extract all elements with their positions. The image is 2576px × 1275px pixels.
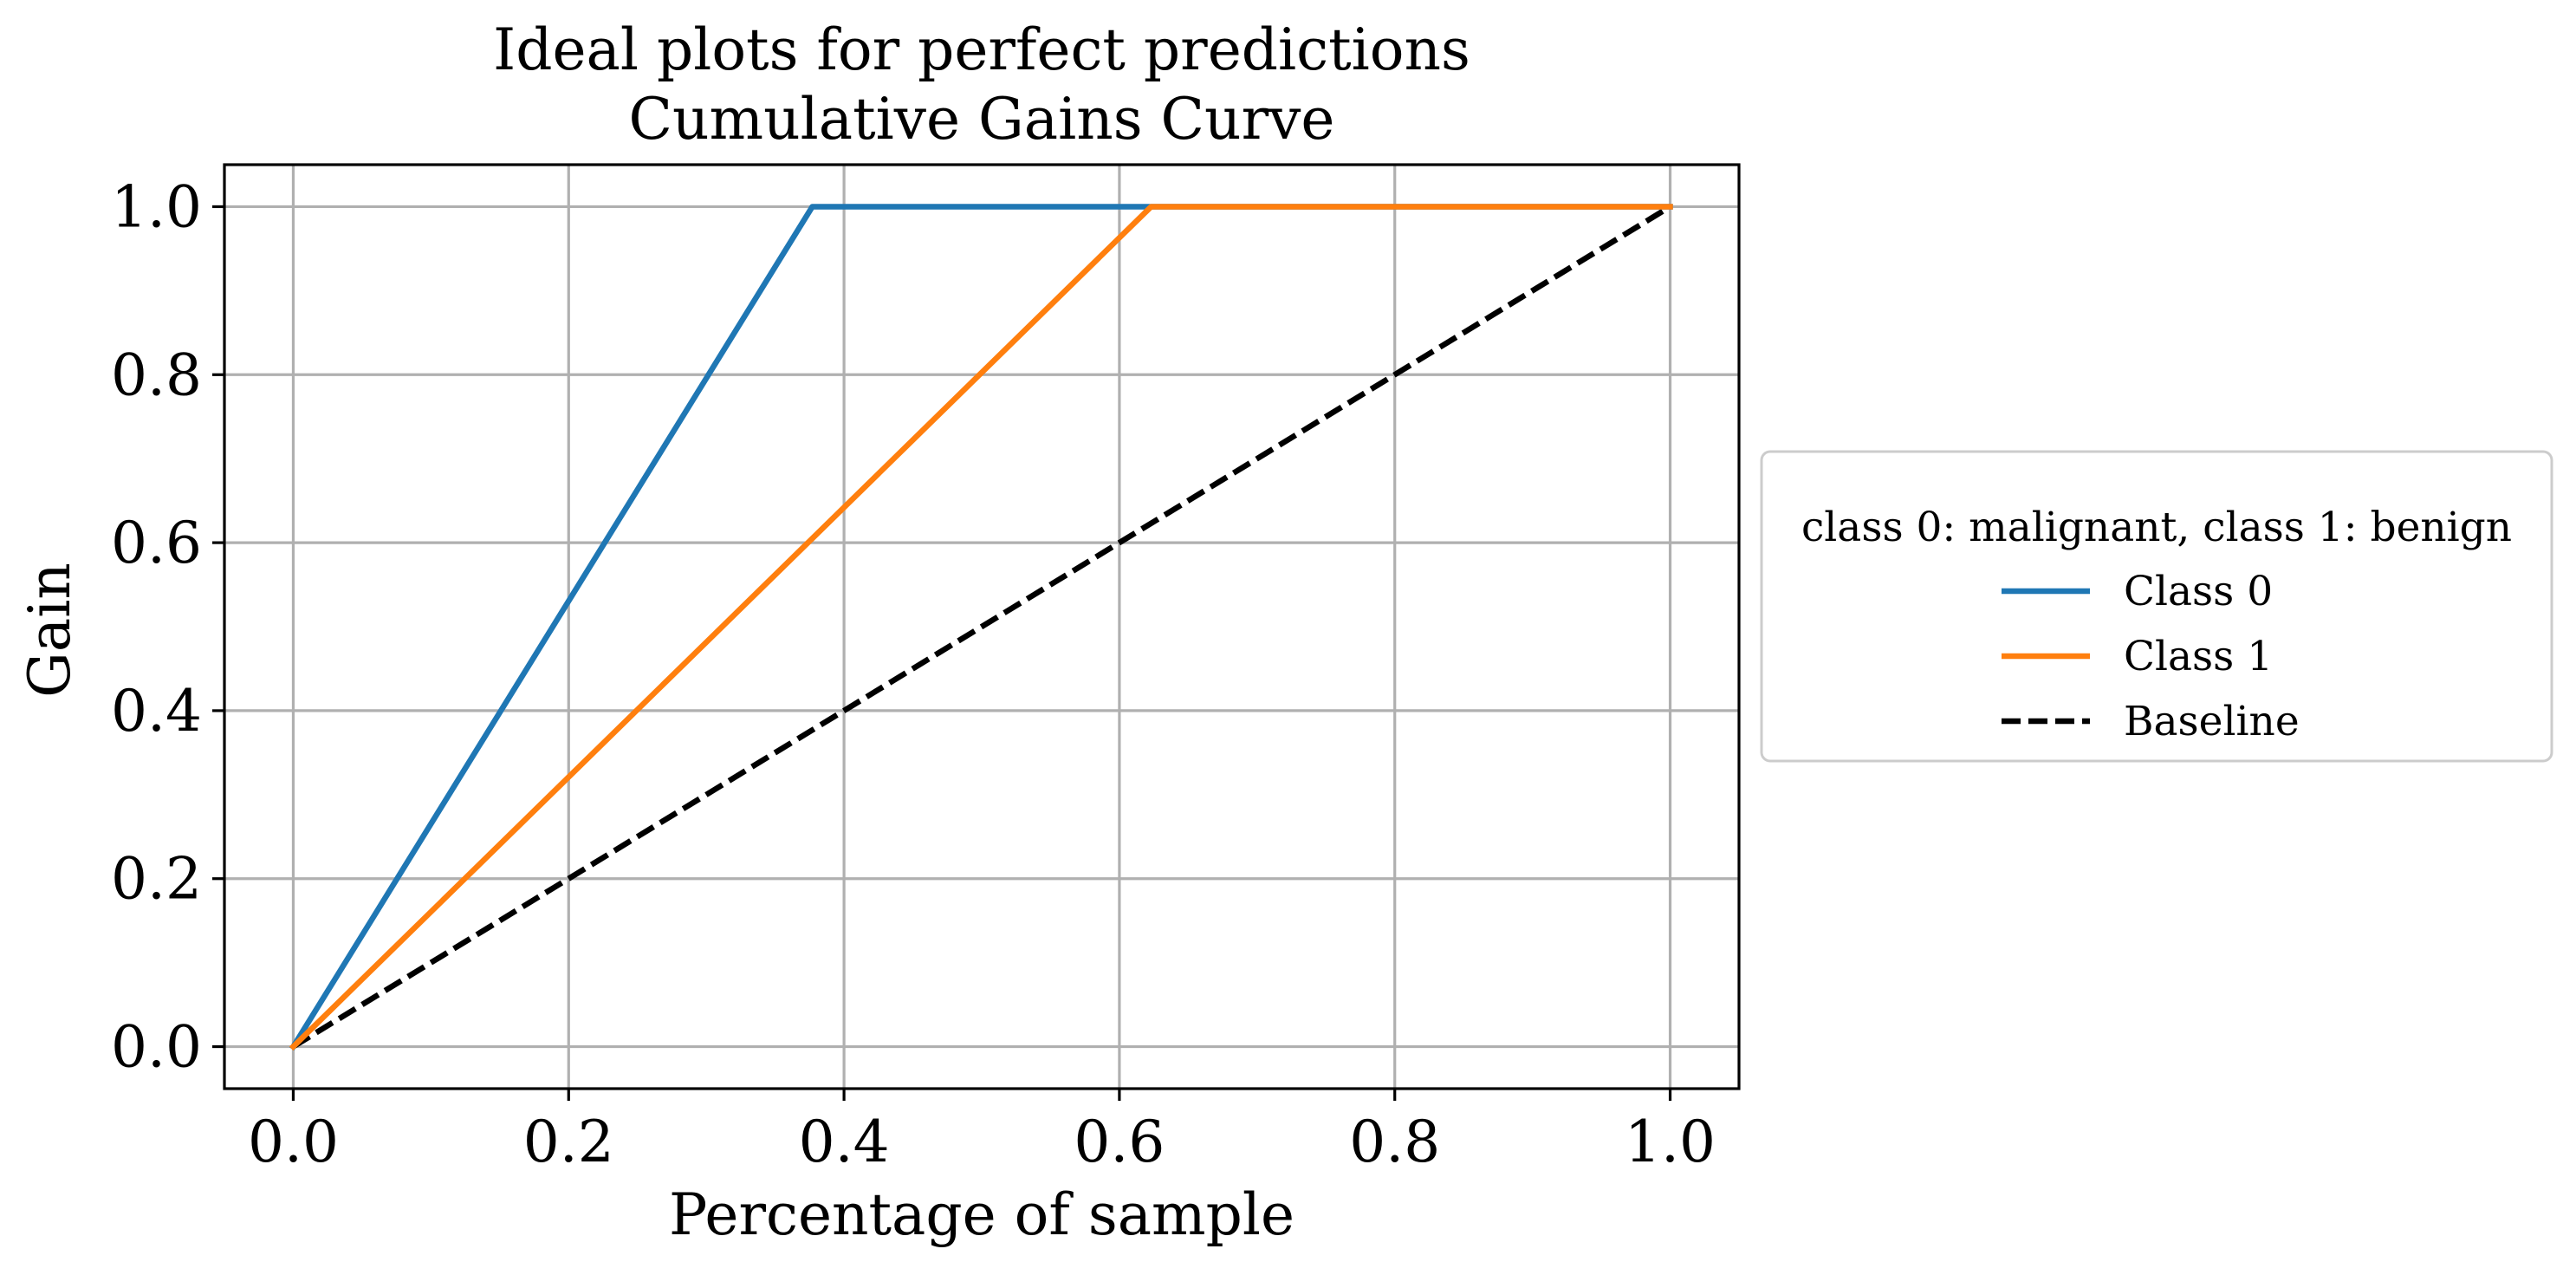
- y-tick-label: 0.8: [111, 342, 202, 408]
- chart-title: Ideal plots for perfect predictions: [493, 16, 1470, 83]
- x-tick-label: 0.4: [799, 1109, 890, 1175]
- x-tick-label: 1.0: [1625, 1109, 1716, 1175]
- legend: class 0: malignant, class 1: benign Clas…: [1760, 450, 2553, 763]
- chart-subtitle: Cumulative Gains Curve: [629, 86, 1335, 153]
- y-tick-label: 0.2: [111, 846, 202, 913]
- legend-entries: Class 0 Class 1 Baseline: [2002, 568, 2300, 745]
- x-axis-label: Percentage of sample: [669, 1181, 1294, 1248]
- y-tick-label: 0.4: [111, 678, 202, 745]
- x-tick-label: 0.2: [523, 1109, 614, 1175]
- legend-entry-label: Class 1: [2124, 633, 2273, 680]
- y-axis-label: Gain: [16, 563, 83, 698]
- y-tick-label: 1.0: [111, 173, 202, 240]
- series-line-class-1: [289, 204, 1673, 1051]
- x-tick-label: 0.6: [1074, 1109, 1165, 1175]
- series-line-baseline: [291, 204, 1672, 1050]
- legend-title: class 0: malignant, class 1: benign: [1801, 504, 2512, 551]
- plot-area: [289, 204, 1673, 1051]
- y-tick-label: 0.6: [111, 510, 202, 576]
- legend-entry-label: Class 0: [2124, 568, 2273, 615]
- y-tick-label: 0.0: [111, 1014, 202, 1081]
- legend-entry-label: Baseline: [2124, 698, 2300, 745]
- legend-frame: [1760, 450, 2553, 763]
- axis-ticks: 0.0 0.2 0.4 0.6 0.8 1.0 0.0 0.2 0.4 0.6 0.8 1.0: [111, 173, 1716, 1175]
- x-tick-label: 0.8: [1349, 1109, 1440, 1175]
- grid: [224, 165, 1739, 1089]
- x-tick-label: 0.0: [248, 1109, 339, 1175]
- axes-frame: [223, 163, 1741, 1090]
